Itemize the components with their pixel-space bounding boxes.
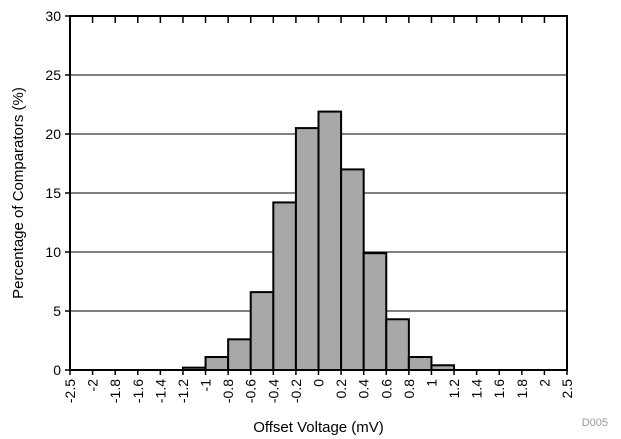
x-tick-label: 1.2 (446, 379, 462, 399)
y-tick-label: 15 (45, 185, 61, 201)
y-tick-label: 25 (45, 67, 61, 83)
y-tick-label: 30 (45, 8, 61, 24)
histogram-bar (317, 110, 343, 372)
histogram-bar (204, 356, 230, 371)
x-axis-ticks: -2.5 -2 -1.8 -1.6 -1.4 -1.2 -1 -0.8 -0.6 -0.4 -0.2… (62, 16, 575, 403)
histogram-bar (272, 201, 297, 371)
x-tick-label: 1.8 (514, 379, 530, 399)
x-tick-label: -1.6 (130, 379, 146, 403)
x-tick-label: 0 (311, 379, 327, 387)
x-tick-label: -0.2 (288, 379, 304, 403)
x-tick-label: -1.4 (152, 379, 168, 403)
x-tick-label: -1.8 (107, 379, 123, 403)
y-axis-ticks: 0 5 10 15 20 25 30 (45, 8, 70, 378)
x-axis-title: Offset Voltage (mV) (253, 419, 384, 436)
y-tick-label: 10 (45, 244, 61, 260)
x-tick-label: -1.2 (175, 379, 191, 403)
x-tick-label: 2 (536, 379, 552, 387)
y-axis-title: Percentage of Comparators (%) (10, 87, 27, 299)
histogram-bar (385, 318, 410, 372)
x-tick-label: 0.8 (401, 379, 417, 399)
y-tick-label: 20 (45, 126, 61, 142)
histogram-bar (249, 291, 275, 371)
histogram-bars (181, 110, 456, 372)
x-tick-label: -0.8 (220, 379, 236, 403)
x-tick-label: -0.4 (265, 379, 281, 403)
x-tick-label: 1.6 (491, 379, 507, 399)
x-tick-label: 0.4 (356, 379, 372, 399)
x-tick-label: 1.4 (469, 379, 485, 399)
x-tick-label: 0.6 (378, 379, 394, 399)
x-tick-label: 1 (423, 379, 439, 387)
x-tick-label: 0.2 (333, 379, 349, 399)
x-tick-label: 2.5 (559, 379, 575, 399)
y-tick-label: 5 (53, 303, 61, 319)
x-tick-label: -2 (85, 379, 101, 392)
histogram-bar (227, 338, 252, 372)
x-tick-label: -0.6 (243, 379, 259, 403)
x-tick-label: -2.5 (62, 379, 78, 403)
histogram-bar (362, 252, 388, 371)
histogram-bar (340, 168, 365, 371)
histogram-bar (407, 356, 433, 371)
y-tick-label: 0 (53, 362, 61, 378)
x-tick-label: -1 (198, 379, 214, 392)
histogram-bar (294, 127, 320, 371)
figure-code: D005 (582, 417, 608, 429)
